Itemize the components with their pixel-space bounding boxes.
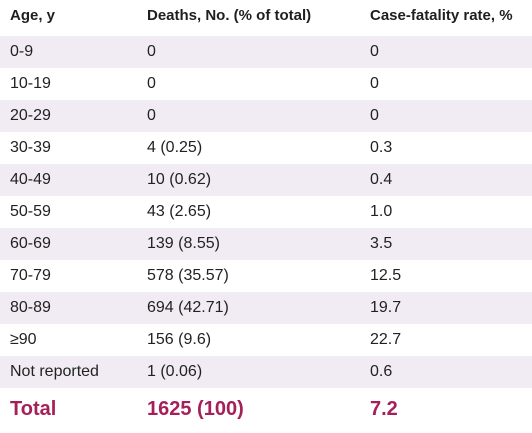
- cfr-cell: 12.5: [370, 267, 402, 284]
- table-row: 80-89 694 (42.71) 19.7: [0, 292, 532, 324]
- deaths-cell: 694 (42.71): [147, 299, 229, 316]
- table-header-row: Age, y Deaths, No. (% of total) Case-fat…: [0, 0, 532, 32]
- age-cell: 0-9: [10, 43, 34, 60]
- age-cell: 80-89: [10, 299, 51, 316]
- cfr-cell: 0.4: [370, 171, 393, 188]
- cfr-cell: 3.5: [370, 235, 393, 252]
- table-row: 0-9 0 0: [0, 36, 532, 68]
- age-cell: ≥90: [10, 331, 37, 348]
- cfr-cell: 22.7: [370, 331, 402, 348]
- total-deaths: 1625 (100): [147, 398, 244, 420]
- table-row: 10-19 0 0: [0, 68, 532, 100]
- deaths-cell: 1 (0.06): [147, 363, 203, 380]
- cfr-cell: 0.3: [370, 139, 393, 156]
- age-cell: 50-59: [10, 203, 51, 220]
- age-cell: 30-39: [10, 139, 51, 156]
- deaths-cell: 578 (35.57): [147, 267, 229, 284]
- table-row: 70-79 578 (35.57) 12.5: [0, 260, 532, 292]
- age-cell: 20-29: [10, 107, 51, 124]
- table-row: 50-59 43 (2.65) 1.0: [0, 196, 532, 228]
- age-cell: 70-79: [10, 267, 51, 284]
- header-case-fatality-rate: Case-fatality rate, %: [370, 7, 513, 24]
- deaths-cell: 139 (8.55): [147, 235, 220, 252]
- deaths-cell: 0: [147, 75, 156, 92]
- deaths-cell: 43 (2.65): [147, 203, 212, 220]
- table-row: ≥90 156 (9.6) 22.7: [0, 324, 532, 356]
- total-label: Total: [10, 398, 57, 420]
- deaths-cell: 10 (0.62): [147, 171, 212, 188]
- cfr-cell: 1.0: [370, 203, 393, 220]
- deaths-cell: 156 (9.6): [147, 331, 212, 348]
- table-row: 60-69 139 (8.55) 3.5: [0, 228, 532, 260]
- deaths-cell: 4 (0.25): [147, 139, 203, 156]
- age-cell: Not reported: [10, 363, 99, 380]
- deaths-cell: 0: [147, 107, 156, 124]
- cfr-cell: 0: [370, 107, 379, 124]
- table-row: 40-49 10 (0.62) 0.4: [0, 164, 532, 196]
- cfr-cell: 0: [370, 43, 379, 60]
- cfr-cell: 19.7: [370, 299, 402, 316]
- table-row: Not reported 1 (0.06) 0.6: [0, 356, 532, 388]
- cfr-cell: 0.6: [370, 363, 393, 380]
- table-row: 30-39 4 (0.25) 0.3: [0, 132, 532, 164]
- cfr-cell: 0: [370, 75, 379, 92]
- deaths-cell: 0: [147, 43, 156, 60]
- table-total-row: Total 1625 (100) 7.2: [0, 392, 532, 426]
- age-cell: 60-69: [10, 235, 51, 252]
- age-cell: 40-49: [10, 171, 51, 188]
- age-cell: 10-19: [10, 75, 51, 92]
- header-deaths: Deaths, No. (% of total): [147, 7, 312, 24]
- header-age: Age, y: [10, 7, 56, 24]
- total-cfr: 7.2: [370, 398, 398, 420]
- table-row: 20-29 0 0: [0, 100, 532, 132]
